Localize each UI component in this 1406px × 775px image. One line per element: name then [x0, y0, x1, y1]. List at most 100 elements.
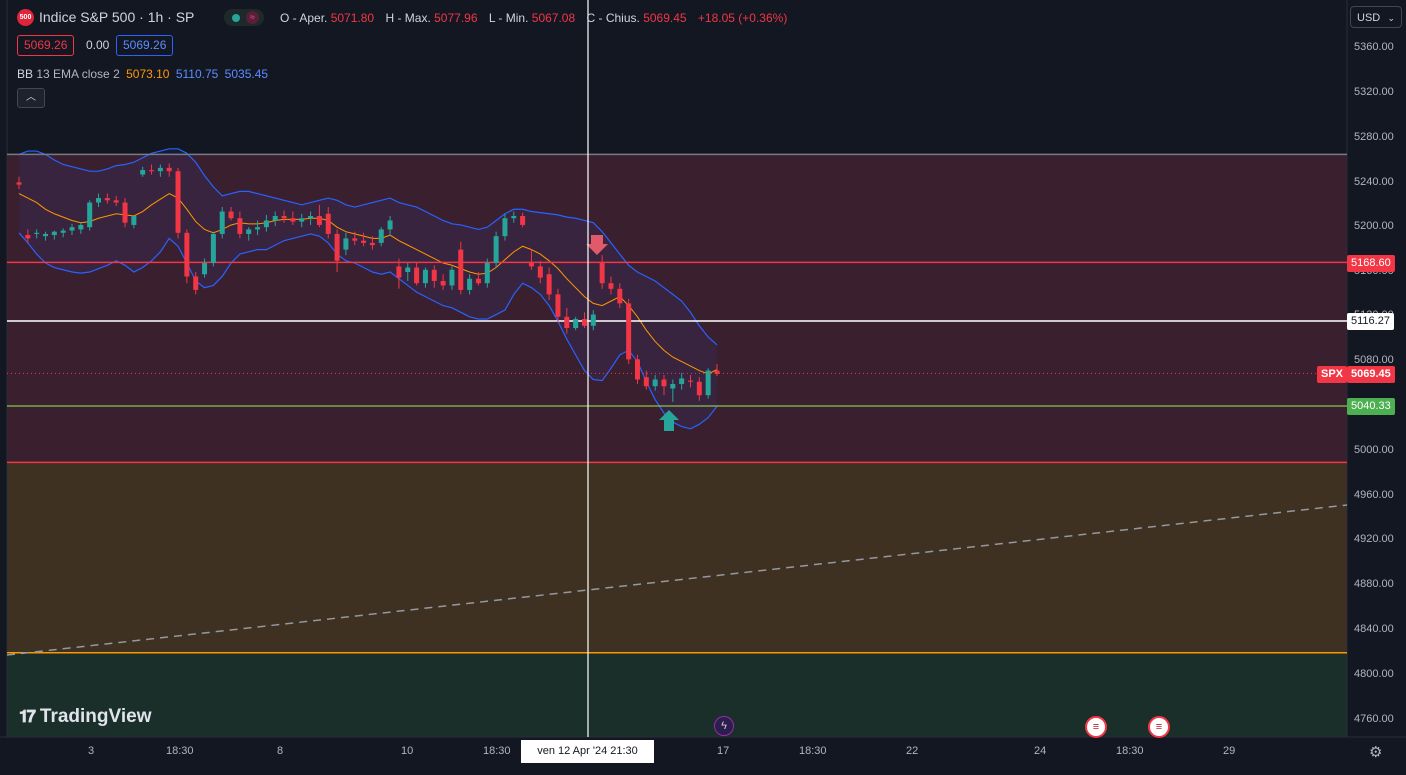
candle-body [113, 200, 119, 203]
time-tick: 3 [88, 745, 95, 757]
candle-body [387, 220, 393, 230]
candle-body [661, 379, 667, 387]
candle-body [157, 167, 163, 172]
time-tick: 10 [401, 745, 414, 757]
candle-body [458, 249, 464, 290]
price-tick: 4760.00 [1354, 713, 1394, 725]
candle-body [193, 276, 199, 290]
market-status[interactable]: ≈ [224, 9, 264, 26]
candle-body [228, 211, 234, 219]
time-tick: 18:30 [1116, 745, 1144, 757]
candle-body [299, 218, 305, 222]
candle-body [352, 238, 358, 241]
candle-body [175, 171, 181, 233]
symbol-price-tag: SPX [1317, 366, 1348, 383]
candle-body [16, 182, 22, 185]
candle-body [670, 384, 676, 389]
price-tick: 5000.00 [1354, 444, 1394, 456]
currency-select[interactable]: USD ⌄ [1350, 6, 1402, 28]
price-tick: 4960.00 [1354, 489, 1394, 501]
candle-body [590, 314, 596, 326]
price-tick: 5080.00 [1354, 354, 1394, 366]
ohlc-close-value: 5069.45 [643, 11, 687, 25]
replay-icon: ≈ [246, 11, 259, 24]
candle-body [520, 216, 526, 225]
candle-body [122, 202, 128, 223]
spread-value: 0.00 [86, 38, 110, 52]
time-tick: 18:30 [799, 745, 827, 757]
ohlc-legend: O - Aper. 5071.80 H - Max. 5077.96 L - M… [280, 11, 795, 25]
candle-body [219, 211, 225, 234]
candle-body [414, 267, 420, 284]
price-tick: 5240.00 [1354, 176, 1394, 188]
trend-line [6, 504, 1348, 656]
collapse-legend-button[interactable]: ︿ [17, 88, 45, 108]
resistance-price-label: 5168.60 [1347, 255, 1395, 272]
indicator-legend[interactable]: BB 13 EMA close 2 5073.10 5110.75 5035.4… [17, 67, 268, 81]
candle-body [60, 230, 66, 233]
candle-body [467, 278, 473, 290]
candle-body [687, 380, 693, 382]
candle-body [361, 240, 367, 243]
ohlc-low-value: 5067.08 [531, 11, 576, 25]
candle-body [281, 216, 287, 219]
buy-price-button[interactable]: 5069.26 [116, 35, 174, 56]
indicator-params: 13 EMA close 2 [36, 67, 120, 81]
candle-body [493, 236, 499, 264]
candle-body [484, 263, 490, 284]
candle-body [431, 269, 437, 281]
sell-price-button[interactable]: 5069.26 [17, 35, 75, 56]
candle-body [475, 278, 481, 284]
candle-body [334, 233, 340, 261]
candle-body [308, 216, 314, 219]
candle-body [502, 218, 508, 237]
indicator-lower: 5035.45 [224, 67, 269, 81]
chevron-down-icon: ⌄ [1387, 13, 1395, 23]
candle-body [343, 238, 349, 250]
tradingview-logo[interactable]: 𝟏𝟕 TradingView [19, 706, 151, 728]
symbol-title[interactable]: Indice S&P 500 · 1h · SP [39, 9, 195, 25]
candle-body [43, 233, 49, 237]
candle-body [679, 378, 685, 384]
chevron-up-icon: ︿ [26, 92, 36, 103]
currency-label: USD [1357, 12, 1381, 24]
candle-body [511, 216, 517, 219]
candle-body [696, 381, 702, 396]
candle-body [202, 263, 208, 275]
bollinger-basis-line [18, 193, 718, 375]
support-price-label: 5040.33 [1347, 398, 1395, 415]
lightning-icon[interactable]: ϟ [714, 716, 734, 736]
level-price-label: 5116.27 [1347, 313, 1394, 330]
time-tick: 24 [1034, 745, 1047, 757]
settings-gear-icon[interactable]: ⚙ [1369, 744, 1383, 761]
symbol-logo: 500 [17, 9, 34, 26]
candle-body [626, 303, 632, 360]
ohlc-change: +18.05 (+0.36%) [697, 11, 788, 25]
time-tick: 18:30 [483, 745, 511, 757]
last-price-label: 5069.45 [1347, 366, 1395, 383]
candle-body [564, 316, 570, 328]
candle-body [652, 379, 658, 387]
ohlc-open-value: 5071.80 [330, 11, 375, 25]
price-tick: 5360.00 [1354, 41, 1394, 53]
market-open-icon [232, 13, 240, 22]
candle-body [634, 359, 640, 380]
us-flag-icon[interactable]: ≡ [1085, 716, 1107, 738]
candle-body [369, 242, 375, 246]
ohlc-low-label: L - Min. [488, 11, 529, 25]
candle-body [184, 232, 190, 277]
indicator-name: BB [17, 67, 34, 81]
candle-body [546, 274, 552, 295]
candle-body [290, 218, 296, 222]
indicator-basis: 5073.10 [126, 67, 170, 81]
candle-body [608, 283, 614, 289]
price-tick: 5320.00 [1354, 86, 1394, 98]
bearish-zone [7, 154, 1347, 463]
time-tick: 17 [717, 745, 730, 757]
us-flag-icon[interactable]: ≡ [1148, 716, 1170, 738]
candle-body [149, 170, 155, 172]
candle-body [166, 167, 172, 172]
ohlc-close-label: C - Chius. [586, 11, 640, 25]
